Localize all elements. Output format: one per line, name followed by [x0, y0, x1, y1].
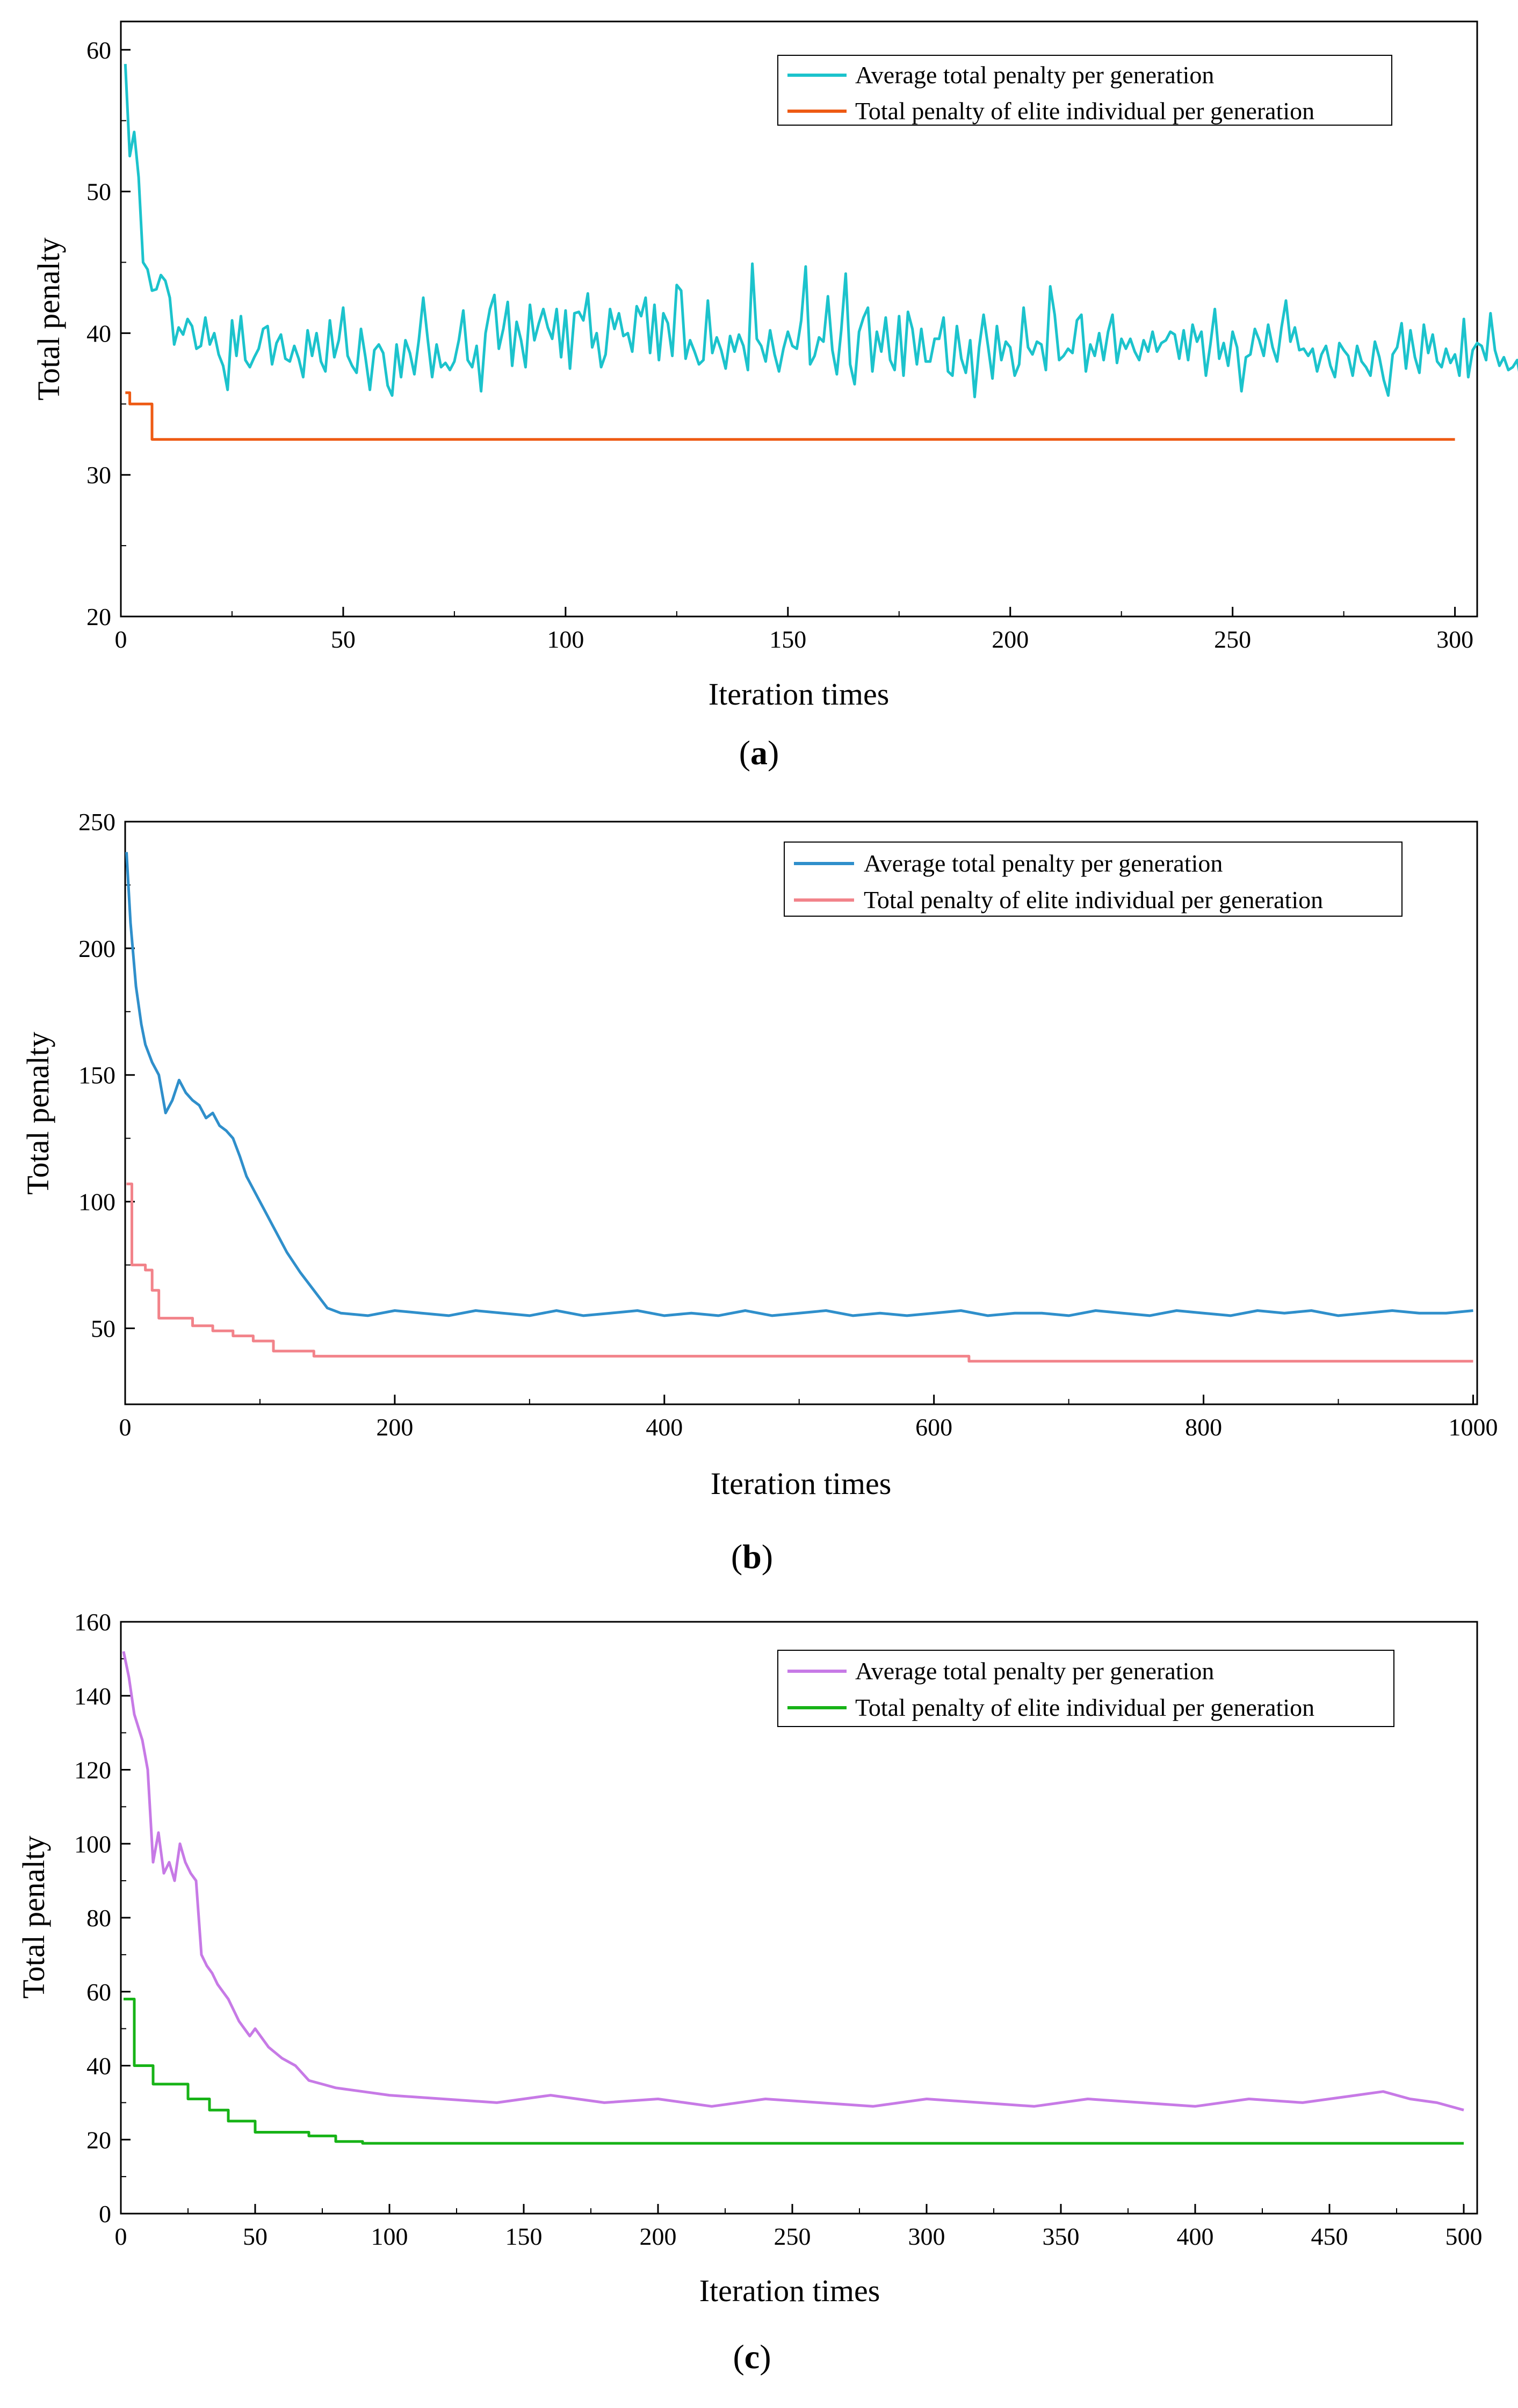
y-tick-label: 40 [86, 2052, 111, 2080]
x-tick-label: 50 [243, 2223, 268, 2250]
legend-box [777, 1650, 1394, 1727]
y-tick-label: 20 [86, 603, 111, 630]
legend-label-average: Average total penalty per generation [855, 1657, 1214, 1685]
x-tick-label: 250 [1214, 626, 1251, 653]
y-tick-label: 60 [86, 37, 111, 64]
x-tick-label: 0 [119, 1413, 132, 1441]
y-tick-label: 250 [78, 808, 115, 836]
plot-frame [120, 20, 1478, 618]
chart-panel-a: 0 50 100 150 200 250 300 20 30 40 50 60 Iteration t… [31, 20, 1518, 772]
legend-label-elite: Total penalty of elite individual per ge… [864, 886, 1323, 913]
y-tick-label: 160 [74, 1608, 111, 1636]
x-tick-label: 300 [908, 2223, 945, 2250]
legend: Average total penalty per generation Tot… [777, 55, 1392, 126]
x-tick-label: 350 [1043, 2223, 1080, 2250]
x-tick-label: 50 [331, 626, 356, 653]
x-tick-label: 300 [1436, 626, 1473, 653]
y-tick-label: 140 [74, 1682, 111, 1710]
legend-label-average: Average total penalty per generation [855, 61, 1214, 89]
y-tick-label: 40 [86, 320, 111, 347]
y-tick-label: 100 [74, 1830, 111, 1858]
y-tick-label: 120 [74, 1757, 111, 1784]
series-line-elite [125, 391, 1455, 441]
x-tick-label: 0 [115, 2223, 127, 2250]
chart-panel-b: 0 200 400 600 800 1000 50 100 150 200 250 Iteratio… [20, 808, 1498, 1576]
legend-label-average: Average total penalty per generation [864, 850, 1223, 877]
x-axis-title: Iteration times [699, 2273, 880, 2308]
x-tick-label: 200 [640, 2223, 677, 2250]
series-group [122, 1651, 1464, 2145]
x-tick-label: 100 [371, 2223, 408, 2250]
x-tick-label: 250 [774, 2223, 811, 2250]
x-tick-label: 200 [992, 626, 1029, 653]
y-tick-label: 30 [86, 461, 111, 489]
legend-label-elite: Total penalty of elite individual per ge… [855, 1694, 1314, 1721]
y-tick-label: 100 [78, 1188, 115, 1216]
series-line-elite [124, 1998, 1464, 2145]
y-tick-label: 200 [78, 935, 115, 962]
series-line-average [122, 1651, 1464, 2112]
x-tick-label: 600 [915, 1413, 952, 1441]
series-group [125, 852, 1473, 1363]
y-axis-title: Total penalty [31, 237, 66, 401]
x-tick-label: 400 [1177, 2223, 1214, 2250]
x-tick-label: 0 [115, 626, 127, 653]
x-tick-label: 150 [505, 2223, 543, 2250]
y-tick-label: 150 [78, 1062, 115, 1089]
axis-ticks: 0 50 100 150 200 250 300 350 400 450 500 0 20 40 60 80 1… [74, 1608, 1483, 2250]
x-axis-title: Iteration times [709, 677, 890, 712]
series-line-average [125, 852, 1473, 1317]
y-axis-title: Total penalty [16, 1836, 51, 1999]
y-tick-label: 50 [91, 1315, 115, 1342]
x-tick-label: 400 [646, 1413, 683, 1441]
axis-ticks: 0 50 100 150 200 250 300 20 30 40 50 60 [86, 37, 1473, 653]
y-tick-label: 80 [86, 1904, 111, 1932]
x-tick-label: 450 [1311, 2223, 1348, 2250]
legend-label-elite: Total penalty of elite individual per ge… [855, 97, 1314, 125]
panel-caption: (c) [733, 2338, 771, 2376]
x-axis-title: Iteration times [711, 1466, 892, 1501]
panel-caption: (b) [731, 1537, 773, 1576]
plot-frame [124, 821, 1478, 1405]
y-tick-label: 0 [99, 2200, 111, 2228]
legend: Average total penalty per generation Tot… [777, 1650, 1394, 1727]
x-tick-label: 100 [547, 626, 584, 653]
y-tick-label: 20 [86, 2126, 111, 2153]
legend-box [784, 842, 1403, 917]
series-line-average [124, 63, 1518, 398]
chart-panel-c: 0 50 100 150 200 250 300 350 400 450 500 0 20 40 60 80 1… [16, 1608, 1483, 2376]
series-line-elite [126, 1183, 1473, 1363]
y-axis-title: Total penalty [20, 1032, 55, 1195]
legend: Average total penalty per generation Tot… [784, 842, 1403, 917]
x-tick-label: 500 [1445, 2223, 1483, 2250]
y-tick-label: 50 [86, 178, 111, 206]
panel-caption: (a) [739, 734, 779, 772]
x-tick-label: 800 [1185, 1413, 1222, 1441]
x-tick-label: 1000 [1448, 1413, 1498, 1441]
series-group [124, 63, 1518, 441]
x-tick-label: 150 [769, 626, 806, 653]
legend-box [777, 55, 1392, 126]
y-tick-label: 60 [86, 1978, 111, 2006]
x-tick-label: 200 [376, 1413, 413, 1441]
